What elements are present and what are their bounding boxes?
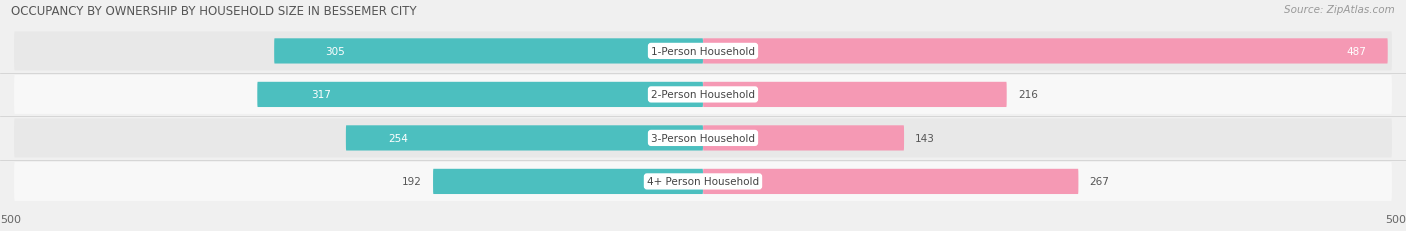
Text: 500: 500 [0, 214, 21, 224]
Text: 254: 254 [388, 133, 409, 143]
FancyBboxPatch shape [14, 76, 1392, 114]
FancyBboxPatch shape [703, 126, 904, 151]
Text: 487: 487 [1347, 47, 1367, 57]
Text: 3-Person Household: 3-Person Household [651, 133, 755, 143]
FancyBboxPatch shape [257, 82, 703, 108]
FancyBboxPatch shape [703, 82, 1007, 108]
Text: 305: 305 [326, 47, 346, 57]
FancyBboxPatch shape [14, 162, 1392, 201]
Text: 4+ Person Household: 4+ Person Household [647, 177, 759, 187]
FancyBboxPatch shape [14, 119, 1392, 158]
Text: 192: 192 [402, 177, 422, 187]
FancyBboxPatch shape [703, 169, 1078, 194]
Text: 317: 317 [311, 90, 330, 100]
Text: 216: 216 [1018, 90, 1038, 100]
Text: 1-Person Household: 1-Person Household [651, 47, 755, 57]
Text: 500: 500 [1385, 214, 1406, 224]
Text: 267: 267 [1090, 177, 1109, 187]
FancyBboxPatch shape [14, 32, 1392, 71]
FancyBboxPatch shape [274, 39, 703, 64]
Text: Source: ZipAtlas.com: Source: ZipAtlas.com [1284, 5, 1395, 15]
FancyBboxPatch shape [703, 39, 1388, 64]
Text: OCCUPANCY BY OWNERSHIP BY HOUSEHOLD SIZE IN BESSEMER CITY: OCCUPANCY BY OWNERSHIP BY HOUSEHOLD SIZE… [11, 5, 416, 18]
Text: 2-Person Household: 2-Person Household [651, 90, 755, 100]
FancyBboxPatch shape [346, 126, 703, 151]
FancyBboxPatch shape [433, 169, 703, 194]
Text: 143: 143 [915, 133, 935, 143]
